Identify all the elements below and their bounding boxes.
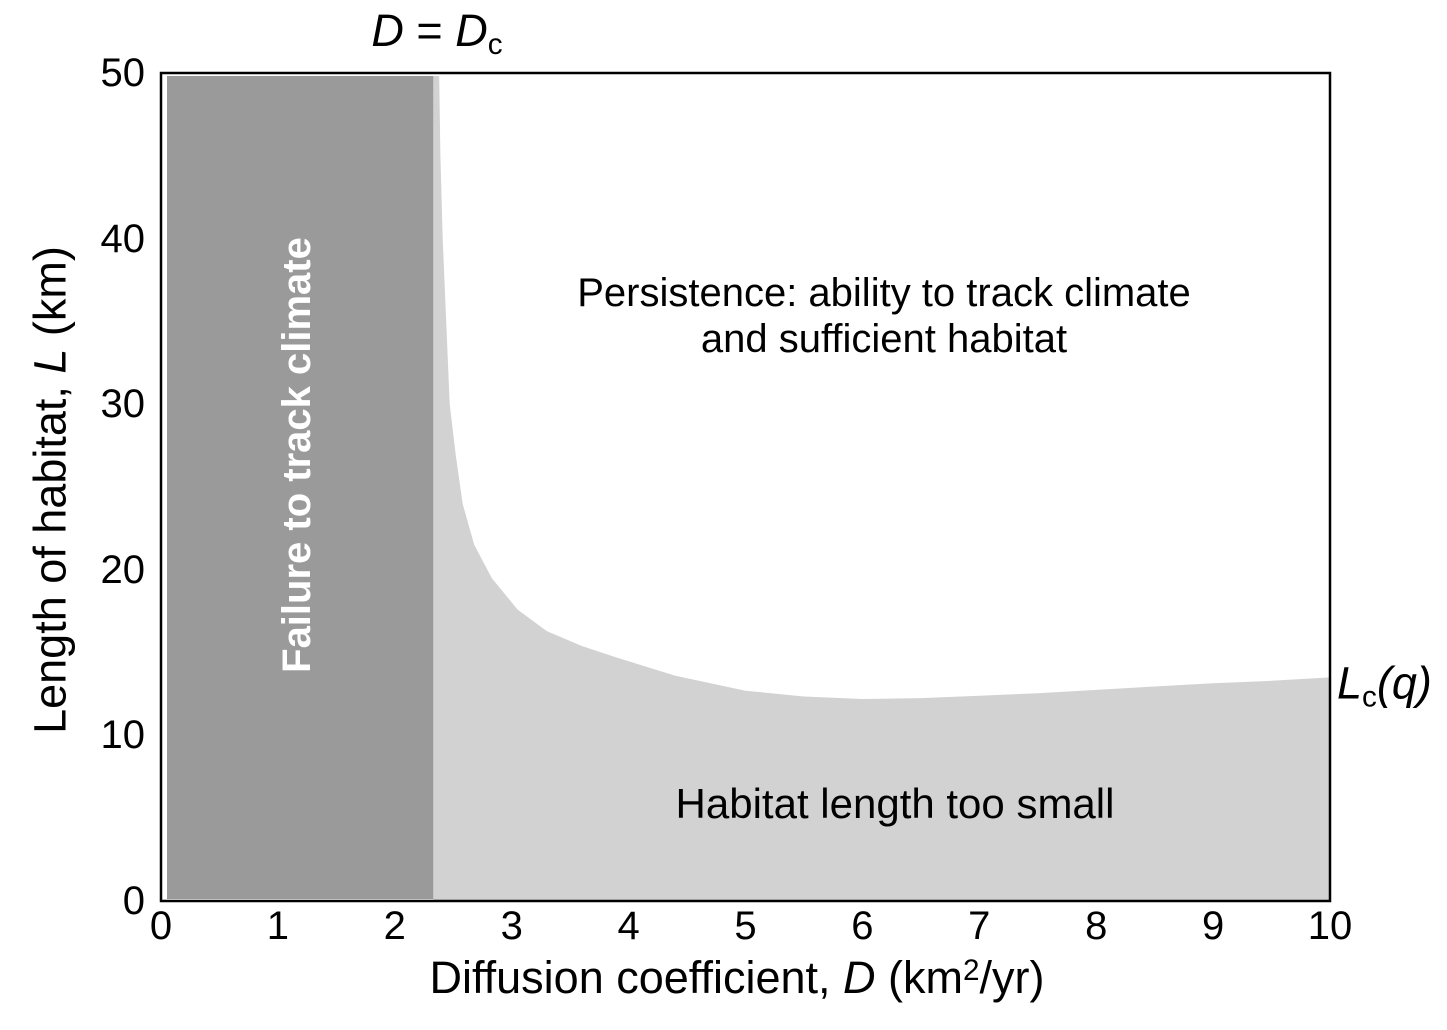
persistence-region-label: Persistence: ability to track climate an…: [577, 270, 1191, 362]
lc-subscript: c: [1362, 680, 1377, 714]
x-tick-label: 0: [149, 904, 173, 948]
x-axis-unit-superscript: 2: [963, 953, 980, 987]
y-tick-label: 10: [100, 713, 146, 758]
x-tick-label: 1: [266, 904, 290, 948]
critical-diffusion-annotation: D = Dc: [371, 5, 502, 61]
x-tick-label: 5: [734, 904, 757, 948]
y-tick-label: 0: [122, 879, 145, 923]
x-tick-label: 8: [1085, 904, 1108, 948]
habitat-too-small-region: [433, 76, 1330, 900]
dc-var2: D: [455, 5, 488, 56]
lc-base: L: [1337, 657, 1363, 709]
x-axis-title-text: Diffusion coefficient,: [429, 952, 844, 1003]
x-tick-label: 10: [1307, 904, 1353, 948]
x-tick-label: 2: [383, 904, 406, 948]
dc-subscript: c: [487, 28, 503, 62]
failure-region: [167, 76, 434, 899]
y-tick-label: 20: [100, 547, 146, 592]
dc-equals: =: [403, 5, 456, 56]
y-tick-label: 50: [100, 51, 146, 95]
persistence-region-label-line2: and sufficient habitat: [700, 317, 1068, 361]
y-tick-label: 30: [100, 382, 146, 427]
plot-border: [159, 71, 1332, 903]
y-tick-label: 40: [100, 216, 146, 261]
x-axis-unit-open: (km: [875, 952, 964, 1003]
critical-length-curve-annotation: Lc(q): [1337, 657, 1432, 713]
y-axis-title: Length of habitat, L (km): [24, 246, 76, 734]
x-tick-label: 4: [617, 904, 640, 948]
persistence-region-label-line1: Persistence: ability to track climate: [577, 271, 1191, 315]
x-tick-label: 7: [968, 904, 991, 948]
x-tick-label: 3: [500, 904, 523, 948]
x-axis-symbol: D: [843, 952, 876, 1003]
x-tick-label: 9: [1201, 904, 1225, 948]
y-axis-title-text: Length of habitat,: [24, 373, 76, 734]
lc-args: (q): [1376, 657, 1432, 709]
dc-var1: D: [371, 5, 404, 56]
x-axis-unit-close: /yr): [979, 952, 1045, 1003]
x-axis-title: Diffusion coefficient, D (km2/yr): [429, 953, 1044, 1003]
habitat-too-small-region-label: Habitat length too small: [675, 779, 1115, 827]
x-tick-label: 6: [851, 904, 874, 948]
y-axis-unit: (km): [24, 246, 76, 349]
failure-region-label: Failure to track climate: [275, 237, 319, 673]
y-axis-symbol: L: [24, 348, 76, 374]
